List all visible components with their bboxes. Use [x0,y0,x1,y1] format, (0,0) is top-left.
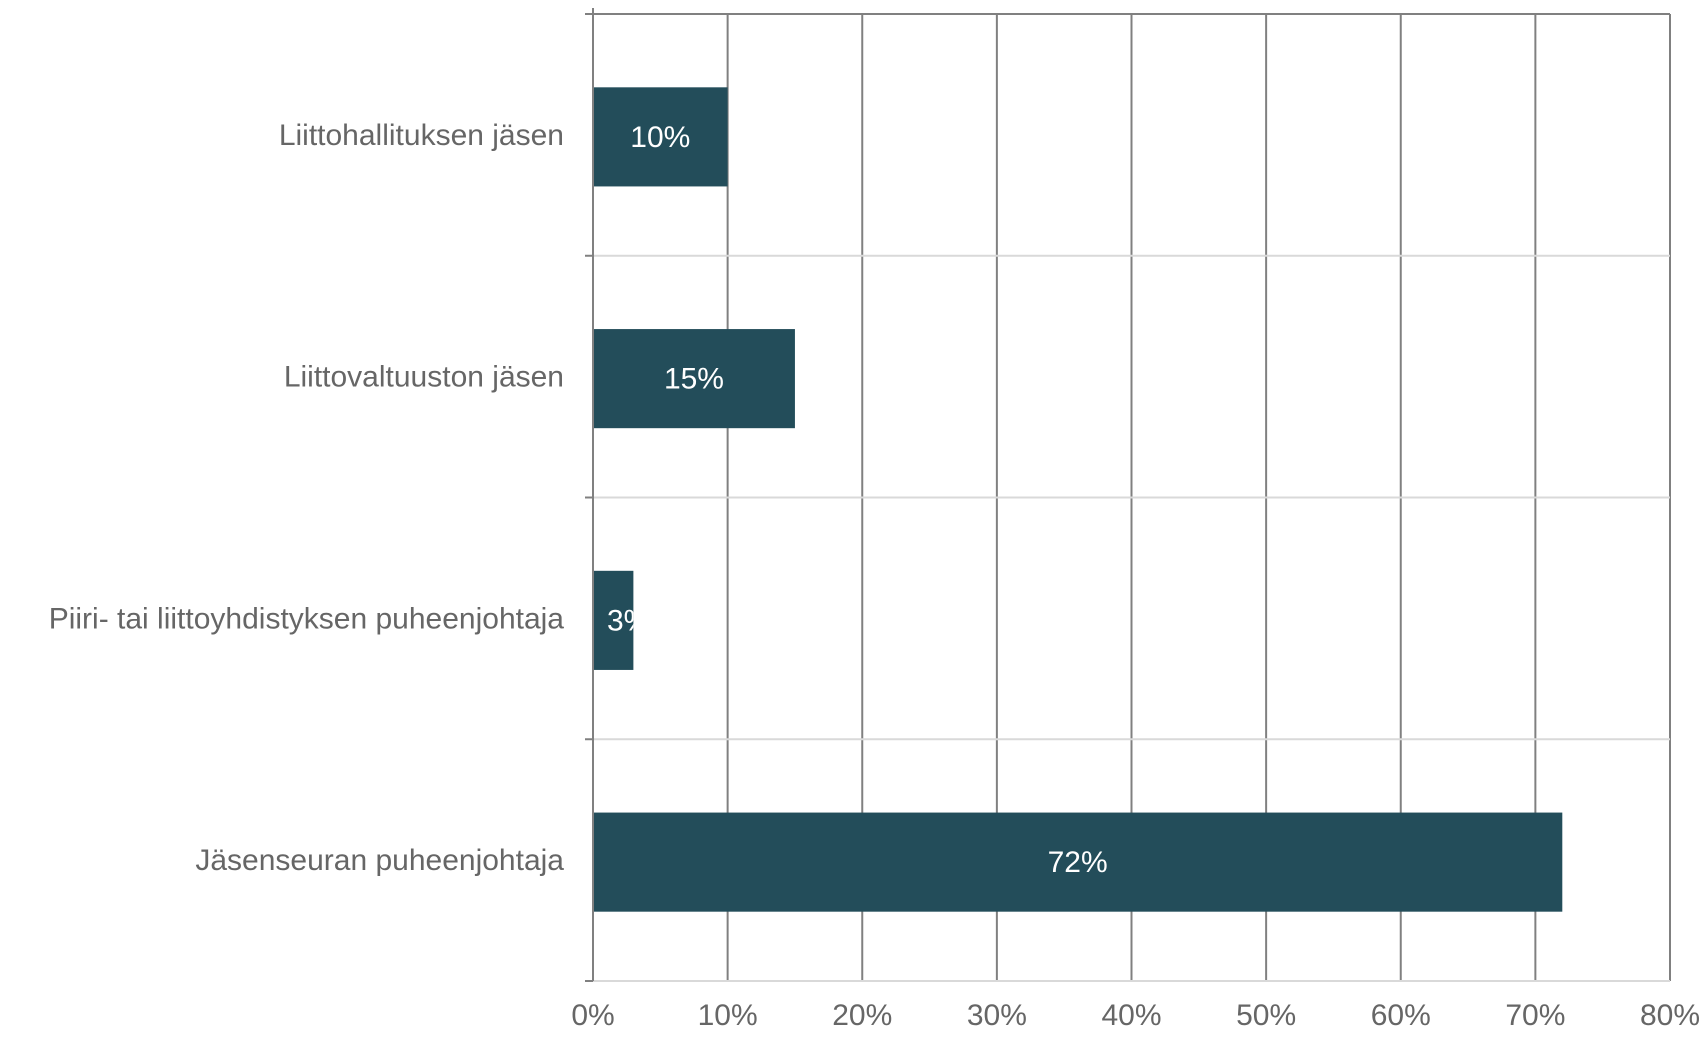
axes [585,8,1670,982]
x-tick-label-70: 70% [1505,999,1565,1032]
bars [593,87,1563,912]
category-label-2: Liittovaltuuston jäsen [284,361,564,394]
data-label-4: 72% [1048,846,1108,879]
bar-3 [593,570,634,670]
category-label-4: Jäsenseuran puheenjohtaja [195,844,564,877]
x-tick-label-30: 30% [967,999,1027,1032]
x-tick-label-50: 50% [1236,999,1296,1032]
data-label-2: 15% [664,363,724,396]
x-tick-label-10: 10% [698,999,758,1032]
bar-4 [593,812,1563,912]
x-tick-label-40: 40% [1101,999,1161,1032]
x-tick-label-80: 80% [1640,999,1700,1032]
data-label-3: 3% [607,604,650,637]
x-tick-label-0: 0% [571,999,614,1032]
category-label-3: Piiri- tai liittoyhdistyksen puheenjohta… [49,602,565,635]
bar-1 [593,87,728,187]
category-separators [593,13,1670,741]
data-label-1: 10% [630,121,690,154]
x-tick-label-60: 60% [1371,999,1431,1032]
x-tick-label-20: 20% [832,999,892,1032]
category-label-1: Liittohallituksen jäsen [279,119,564,152]
labels: 10% Liittohallituksen jäsen 15% Liittovaltu… [49,119,1700,1032]
bar-2 [593,329,795,429]
